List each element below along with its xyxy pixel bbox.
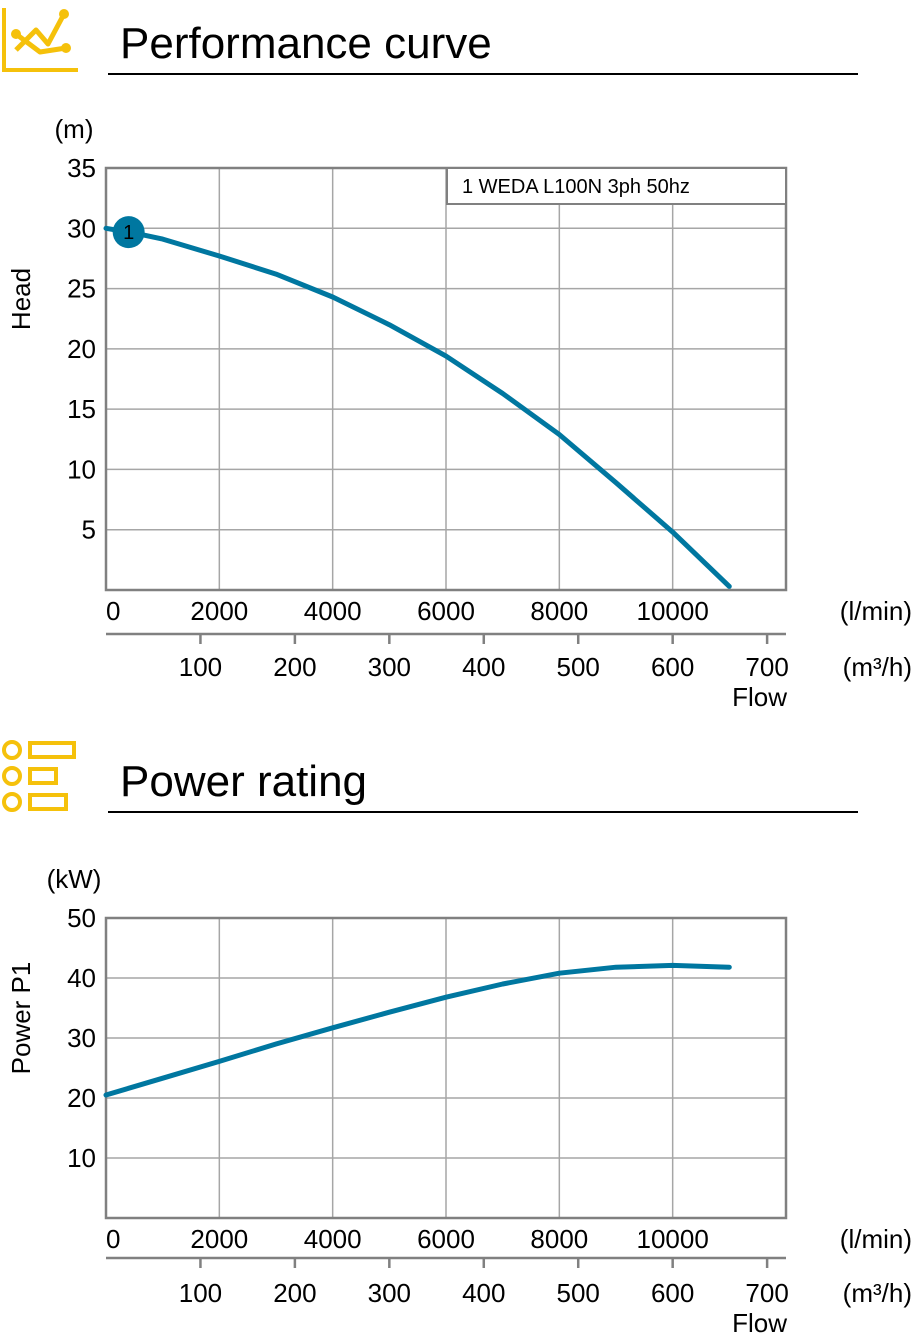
series-marker <box>112 216 145 249</box>
y-tick-label: 25 <box>67 274 96 304</box>
x-tick-label: 2000 <box>190 1224 248 1254</box>
y-unit-label: (kW) <box>47 864 102 894</box>
x2-tick-label: 700 <box>745 652 788 682</box>
title-divider <box>108 73 858 75</box>
x-tick-label: 4000 <box>304 596 362 626</box>
x2-tick-label: 500 <box>557 652 600 682</box>
x-tick-label: 10000 <box>637 1224 709 1254</box>
x-tick-label: 8000 <box>530 1224 588 1254</box>
y-tick-label: 20 <box>67 334 96 364</box>
x2-unit-label: (m³/h) <box>843 1278 912 1308</box>
x-axis-label: Flow <box>732 682 787 712</box>
y-tick-label: 15 <box>67 394 96 424</box>
x-tick-label: 4000 <box>304 1224 362 1254</box>
y-tick-label: 5 <box>82 515 96 545</box>
x2-tick-label: 100 <box>179 1278 222 1308</box>
x2-tick-label: 100 <box>179 652 222 682</box>
legend-box <box>446 167 787 205</box>
y-axis-label: Head <box>6 268 36 330</box>
x-unit-label: (l/min) <box>840 1224 912 1254</box>
series-line <box>103 962 732 1098</box>
x-tick-label: 8000 <box>530 596 588 626</box>
y-unit-label: (m) <box>55 114 94 144</box>
y-tick-label: 50 <box>67 903 96 933</box>
x-tick-label: 6000 <box>417 596 475 626</box>
section-title-performance: Performance curve <box>120 19 492 68</box>
list-icon <box>0 738 80 823</box>
y-tick-label: 30 <box>67 1023 96 1053</box>
series-marker-label: 1 <box>123 222 134 244</box>
y-tick-label: 35 <box>67 153 96 183</box>
x2-tick-label: 300 <box>368 1278 411 1308</box>
section-title-power: Power rating <box>120 757 368 806</box>
x2-tick-label: 200 <box>273 1278 316 1308</box>
x-tick-label: 6000 <box>417 1224 475 1254</box>
x2-tick-label: 600 <box>651 652 694 682</box>
power-rating-chart: 10 20 30 40 50 (kW) Power P1 0 2000 4000 6000 8000 1… <box>6 864 912 1338</box>
x2-tick-label: 400 <box>462 1278 505 1308</box>
x2-tick-label: 200 <box>273 652 316 682</box>
y-tick-label: 40 <box>67 963 96 993</box>
y-tick-label: 10 <box>67 454 96 484</box>
x2-tick-label: 700 <box>745 1278 788 1308</box>
x2-unit-label: (m³/h) <box>843 652 912 682</box>
performance-curve-chart: 5 10 15 20 25 30 35 (m) Head 0 2000 4000 6000 8000 100… <box>6 114 912 712</box>
x2-tick-label: 600 <box>651 1278 694 1308</box>
x-tick-label: 0 <box>106 1224 120 1254</box>
x-tick-label: 2000 <box>190 596 248 626</box>
legend-label: 1 WEDA L100N 3ph 50hz <box>462 176 690 198</box>
plot-frame <box>104 916 788 1220</box>
y-axis-label: Power P1 <box>6 962 36 1075</box>
x-unit-label: (l/min) <box>840 596 912 626</box>
x-axis-label: Flow <box>732 1308 787 1338</box>
series-line <box>103 225 732 589</box>
y-tick-label: 30 <box>67 213 96 243</box>
x2-tick-label: 300 <box>368 652 411 682</box>
line-chart-icon <box>0 4 80 79</box>
x2-tick-label: 500 <box>557 1278 600 1308</box>
y-tick-label: 20 <box>67 1083 96 1113</box>
title-divider <box>108 811 858 813</box>
x2-tick-label: 400 <box>462 652 505 682</box>
x-tick-label: 0 <box>106 596 120 626</box>
x-tick-label: 10000 <box>637 596 709 626</box>
y-tick-label: 10 <box>67 1143 96 1173</box>
